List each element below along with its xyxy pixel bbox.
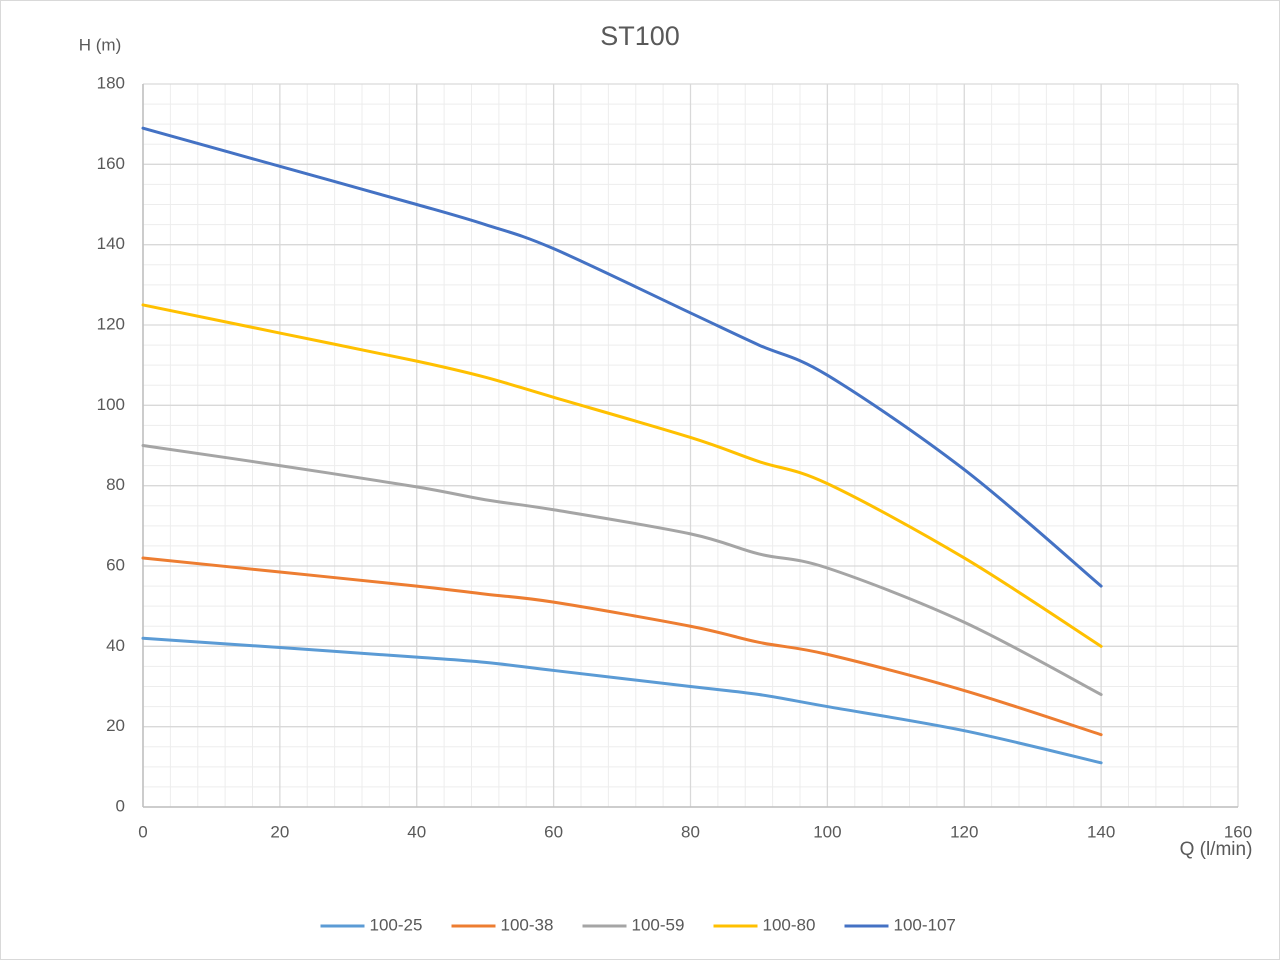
x-axis-label: Q (l/min)	[1180, 839, 1253, 860]
x-tick-label: 0	[138, 822, 147, 841]
series-line	[141, 444, 1103, 697]
grid	[142, 83, 1239, 808]
x-tick-label: 140	[1087, 822, 1115, 841]
y-tick-label: 120	[97, 314, 125, 333]
legend: 100-25 100-38 100-59 100-80 100-107	[320, 915, 956, 934]
legend-label: 100-80	[763, 915, 816, 934]
x-tick-label: 40	[407, 822, 426, 841]
y-tick-label: 80	[106, 475, 125, 494]
y-tick-label: 180	[97, 73, 125, 92]
x-tick-label: 120	[950, 822, 978, 841]
y-tick-label: 60	[106, 555, 125, 574]
x-tick-label: 100	[813, 822, 841, 841]
y-tick-label: 160	[97, 154, 125, 173]
y-tick-label: 40	[106, 636, 125, 655]
legend-label: 100-25	[370, 915, 423, 934]
y-tick-label: 140	[97, 234, 125, 253]
y-tick-label: 100	[97, 395, 125, 414]
series-line	[141, 126, 1103, 588]
plot	[141, 126, 1103, 765]
legend-label: 100-107	[894, 915, 956, 934]
y-axis-label: H (m)	[79, 35, 121, 54]
legend-label: 100-59	[632, 915, 685, 934]
x-tick-label: 20	[270, 822, 289, 841]
x-tick-label: 60	[544, 822, 563, 841]
x-tick-label: 160	[1224, 822, 1252, 841]
series-line	[141, 636, 1103, 765]
y-tick-label: 0	[116, 796, 125, 815]
series-line	[141, 556, 1103, 737]
legend-label: 100-38	[501, 915, 554, 934]
x-tick-label: 80	[681, 822, 700, 841]
chart-title: ST100	[600, 21, 680, 51]
series-line	[141, 303, 1103, 648]
y-tick-label: 20	[106, 716, 125, 735]
